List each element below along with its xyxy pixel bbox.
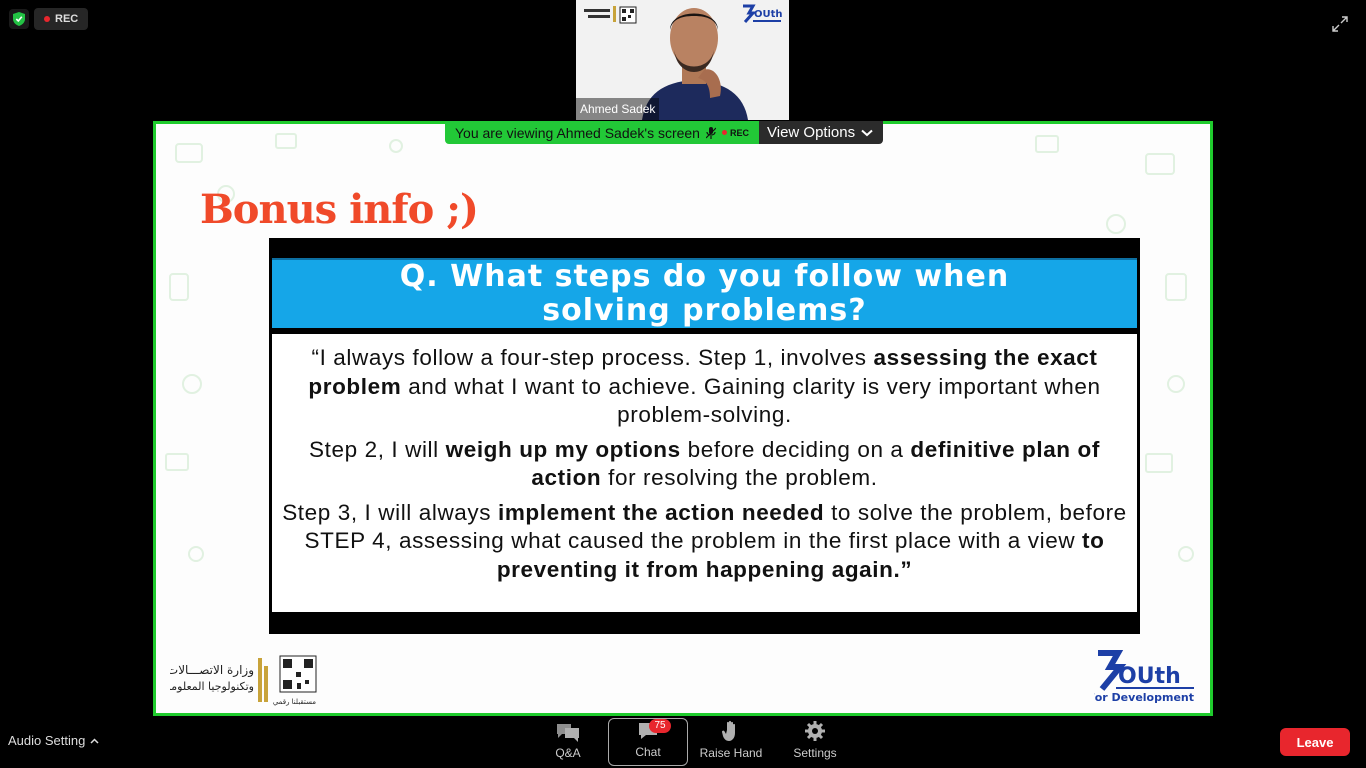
- slide-background-doodles: [165, 133, 1194, 562]
- answer-paragraph-3: Step 3, I will always implement the acti…: [272, 499, 1137, 585]
- answer-text: “I always follow a four-step process. St…: [311, 345, 867, 370]
- participant-video-tile[interactable]: OUth Ahmed Sadek: [576, 0, 789, 120]
- youth-logo-main: OUth: [1118, 664, 1181, 689]
- qa-button[interactable]: Q&A: [540, 718, 596, 766]
- answer-paragraph-1: “I always follow a four-step process. St…: [272, 344, 1137, 430]
- share-recording-indicator: REC: [721, 127, 749, 138]
- answer-text: Step 2, I will: [309, 436, 446, 462]
- ministry-logo: وزارة الاتصـــالات وتكنولوجيا المعلومات …: [158, 652, 320, 708]
- chevron-down-icon: [861, 129, 873, 136]
- svg-text:OUth: OUth: [754, 9, 783, 20]
- meeting-toolbar: Audio Setting Q&A 75 Chat Raise Hand Set…: [0, 716, 1366, 768]
- chat-label: Chat: [635, 745, 661, 759]
- answer-text: for resolving the problem.: [601, 465, 878, 490]
- viewing-screen-notice: You are viewing Ahmed Sadek's screen REC: [445, 121, 759, 144]
- leave-button[interactable]: Leave: [1280, 728, 1350, 756]
- answer-emphasis: definitive plan of action: [531, 436, 1100, 491]
- fullscreen-icon[interactable]: [1330, 14, 1350, 34]
- chevron-up-icon: [90, 737, 99, 744]
- settings-button[interactable]: Settings: [786, 718, 844, 766]
- chat-unread-badge: 75: [649, 719, 671, 733]
- ministry-logo-line-2: وتكنولوجيا المعلومات: [170, 680, 254, 693]
- shared-screen[interactable]: Bonus info ;) Q. What steps do you follo…: [153, 121, 1213, 716]
- answer-emphasis: to preventing it from happening again.”: [496, 528, 1105, 582]
- raise-hand-label: Raise Hand: [699, 746, 763, 760]
- record-dot-icon: [721, 130, 727, 135]
- view-options-label: View Options: [767, 124, 856, 141]
- participant-video: [632, 0, 756, 120]
- share-rec-label: REC: [729, 127, 749, 138]
- qa-block: Q. What steps do you follow when solving…: [269, 238, 1140, 634]
- youth-logo-small: OUth: [741, 4, 783, 26]
- ministry-logo-small: [580, 4, 640, 26]
- qa-label: Q&A: [555, 746, 581, 760]
- view-options-button[interactable]: View Options: [759, 121, 884, 144]
- answer-emphasis: weigh up my options: [445, 436, 681, 462]
- question-header: Q. What steps do you follow when solving…: [272, 258, 1137, 328]
- participant-name-tag: Ahmed Sadek: [576, 98, 660, 120]
- qa-icon: [557, 724, 579, 742]
- gear-icon: [805, 721, 825, 741]
- question-line-2: solving problems?: [542, 293, 867, 328]
- record-dot-icon: [44, 16, 50, 22]
- slide-title: Bonus info ;): [200, 186, 479, 233]
- recording-indicator[interactable]: REC: [34, 8, 89, 30]
- answer-text: Step 3, I will always: [282, 499, 498, 525]
- answer-emphasis: assessing the exact problem: [308, 345, 1098, 399]
- security-shield-icon[interactable]: [9, 9, 29, 29]
- screen-share-banner: You are viewing Ahmed Sadek's screen REC…: [445, 121, 884, 144]
- audio-setting-button[interactable]: Audio Setting: [8, 733, 99, 748]
- question-line-1: Q. What steps do you follow when: [399, 259, 1010, 294]
- answer-text: before deciding on a: [680, 436, 911, 462]
- answer-paragraph-2: Step 2, I will weigh up my options befor…: [272, 436, 1137, 493]
- youth-for-development-logo: OUth For Development: [1088, 649, 1198, 705]
- answer-body: “I always follow a four-step process. St…: [272, 334, 1137, 612]
- recording-label: REC: [55, 13, 79, 25]
- viewing-screen-text: You are viewing Ahmed Sadek's screen: [455, 124, 700, 141]
- ministry-logo-tag: مستقبلنا رقمي: [273, 698, 316, 706]
- mic-muted-icon: [705, 126, 716, 139]
- chat-button[interactable]: 75 Chat: [608, 718, 688, 766]
- answer-emphasis: implement the action needed: [497, 499, 825, 525]
- answer-text: and what I want to achieve. Gaining clar…: [401, 373, 1101, 428]
- settings-label: Settings: [793, 746, 837, 760]
- answer-text: to solve the problem, before STEP 4, ass…: [304, 499, 1127, 554]
- youth-logo-sub: For Development: [1094, 691, 1194, 704]
- ministry-logo-line-1: وزارة الاتصـــالات: [170, 663, 254, 678]
- audio-setting-label: Audio Setting: [8, 733, 86, 748]
- raise-hand-icon: [722, 720, 735, 741]
- raise-hand-button[interactable]: Raise Hand: [696, 718, 766, 766]
